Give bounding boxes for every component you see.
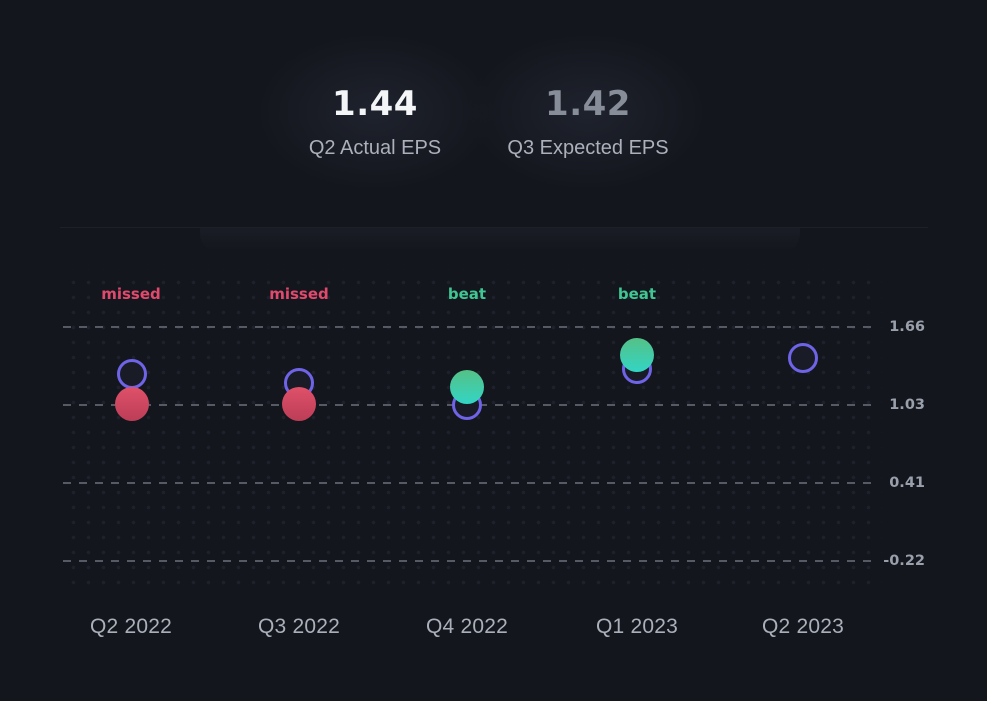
expected-eps-value: 1.42 <box>545 84 631 124</box>
actual-eps-value: 1.44 <box>332 84 418 124</box>
expected-eps-stat: 1.42 Q3 Expected EPS <box>478 84 698 160</box>
x-tick-label: Q2 2023 <box>762 615 844 638</box>
y-tick-label: 1.03 <box>889 397 925 413</box>
expected-eps-marker[interactable] <box>117 359 147 389</box>
x-tick-label: Q2 2022 <box>90 615 172 638</box>
dot-grid-background <box>62 269 882 587</box>
result-label-missed: missed <box>269 285 329 303</box>
actual-eps-marker-beat[interactable] <box>620 338 654 372</box>
divider-shadow-band <box>200 228 800 252</box>
expected-eps-marker[interactable] <box>788 343 818 373</box>
gridline <box>63 560 875 562</box>
result-label-beat: beat <box>617 285 657 303</box>
actual-eps-marker-missed[interactable] <box>282 387 316 421</box>
actual-eps-label: Q2 Actual EPS <box>308 137 442 159</box>
divider-hairline <box>60 227 928 228</box>
actual-eps-marker-missed[interactable] <box>115 387 149 421</box>
y-tick-label: 0.41 <box>889 475 925 491</box>
result-label-missed: missed <box>101 285 161 303</box>
actual-eps-stat: 1.44 Q2 Actual EPS <box>265 84 485 160</box>
y-tick-label: -0.22 <box>883 553 925 569</box>
gridline <box>63 326 875 328</box>
result-label-beat: beat <box>447 285 487 303</box>
expected-eps-label: Q3 Expected EPS <box>507 137 669 159</box>
x-tick-label: Q1 2023 <box>596 615 678 638</box>
x-tick-label: Q4 2022 <box>426 615 508 638</box>
y-tick-label: 1.66 <box>889 319 925 335</box>
gridline <box>63 482 875 484</box>
actual-eps-marker-beat[interactable] <box>450 370 484 404</box>
x-tick-label: Q3 2022 <box>258 615 340 638</box>
eps-chart[interactable]: 1.66 1.03 0.41 -0.22 missed missed beat … <box>0 255 987 638</box>
